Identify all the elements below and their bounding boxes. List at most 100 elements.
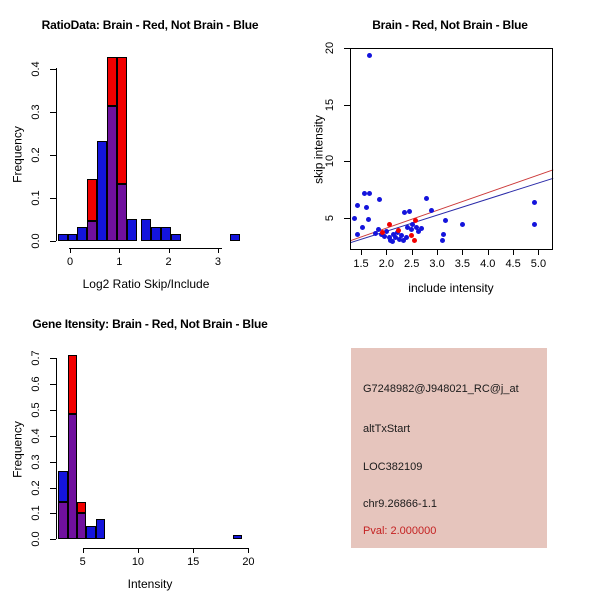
x-tick xyxy=(462,250,464,255)
hist-bar-segment-blue xyxy=(95,518,106,540)
hist-bar-segment-red xyxy=(87,178,98,221)
y-tick-label: 0.3 xyxy=(30,453,42,470)
hist-bar-segment-blue xyxy=(126,219,137,241)
x-tick xyxy=(487,250,489,255)
y-tick xyxy=(50,461,56,463)
scatter-point-blue xyxy=(363,205,369,211)
x-tick-label: 4.5 xyxy=(505,258,521,270)
x-tick-label: 0 xyxy=(66,256,74,268)
scatter-xlabel: include intensity xyxy=(408,281,494,295)
hist-bar-segment-blue xyxy=(58,470,68,502)
scatter-point-blue xyxy=(404,235,410,241)
x-tick xyxy=(386,250,388,255)
x-tick xyxy=(361,250,362,255)
x-tick-label: 3 xyxy=(214,256,221,268)
scatter-point-red xyxy=(411,238,417,244)
y-axis-line xyxy=(56,68,57,241)
x-tick xyxy=(437,250,439,255)
scatter-point-blue xyxy=(404,224,410,230)
scatter-point-blue xyxy=(443,218,449,224)
scatter-point-blue xyxy=(409,226,415,232)
hist-bar-segment-red xyxy=(116,56,127,184)
y-tick xyxy=(50,487,56,489)
scatter-point-blue xyxy=(367,190,373,196)
y-tick xyxy=(50,513,56,515)
scatter-point-red xyxy=(408,232,414,238)
y-tick xyxy=(344,47,350,49)
scatter-title: Brain - Red, Not Brain - Blue xyxy=(372,18,528,32)
x-tick xyxy=(411,250,413,255)
scatter-point-blue xyxy=(390,238,396,244)
hist-bar-segment-purple xyxy=(87,220,98,241)
y-tick-label: 0.4 xyxy=(30,428,42,444)
hist-bar-segment-blue xyxy=(97,140,107,241)
scatter-point-blue xyxy=(459,221,465,227)
hist-bar-segment-blue xyxy=(161,226,172,241)
scatter-point-blue xyxy=(439,238,445,244)
scatter-point-blue xyxy=(382,233,388,239)
y-tick xyxy=(50,197,56,199)
hist-bar-segment-purple xyxy=(116,183,127,241)
x-tick xyxy=(538,250,540,255)
x-tick-label: 20 xyxy=(242,556,255,568)
scatter-point-blue xyxy=(419,225,425,231)
locus-text: chr9.26866-1.1 xyxy=(363,498,437,510)
y-tick-label: 0.0 xyxy=(30,531,42,547)
scatter-point-blue xyxy=(355,231,361,237)
x-tick xyxy=(193,548,195,553)
x-tick-label: 4.0 xyxy=(480,258,496,270)
scatter-point-blue xyxy=(359,224,365,230)
x-tick xyxy=(168,248,170,253)
y-tick xyxy=(50,358,56,359)
hist-bar-segment-red xyxy=(76,501,87,514)
scatter-point-blue xyxy=(366,217,372,223)
hist-bar-segment-blue xyxy=(230,233,241,241)
hist-bar-segment-blue xyxy=(86,526,96,540)
y-axis-line xyxy=(56,358,57,540)
pval-text: Pval: 2.000000 xyxy=(363,525,437,537)
scatter-point-blue xyxy=(397,237,403,243)
x-tick-label: 10 xyxy=(131,556,145,568)
ratio-histogram-title: RatioData: Brain - Red, Not Brain - Blue xyxy=(41,18,259,32)
y-tick-label: 0.5 xyxy=(30,402,42,418)
hist-bar-segment-blue xyxy=(57,233,68,241)
scatter-point-blue xyxy=(390,231,396,237)
hist-bar-segment-purple xyxy=(106,106,117,241)
hist-bar-segment-purple xyxy=(67,414,77,540)
scatter-point-blue xyxy=(429,207,435,213)
x-tick-label: 5.0 xyxy=(530,258,547,270)
hist-bar-segment-blue xyxy=(232,534,243,540)
hist-bar-segment-blue xyxy=(171,233,181,241)
x-tick xyxy=(217,248,219,253)
y-tick xyxy=(344,218,350,219)
x-tick-label: 2 xyxy=(165,256,172,268)
y-tick-label: 0.6 xyxy=(30,376,42,392)
hist-bar-segment-blue xyxy=(141,219,152,241)
hist-bar-segment-purple xyxy=(76,513,87,540)
ratio-histogram-xlabel: Log2 Ratio Skip/Include xyxy=(82,277,210,291)
plot-box xyxy=(350,48,553,250)
y-tick xyxy=(50,111,56,113)
hist-bar-segment-red xyxy=(67,355,77,415)
scatter-point-blue xyxy=(406,208,412,214)
y-tick-label: 0.1 xyxy=(30,505,42,522)
scatter-point-blue xyxy=(410,222,416,228)
x-tick-label: 15 xyxy=(187,556,200,568)
y-tick xyxy=(50,435,56,437)
x-tick-label: 1 xyxy=(116,256,123,268)
hist-bar-segment-blue xyxy=(67,233,78,241)
x-axis-line xyxy=(69,248,222,249)
x-tick xyxy=(119,248,121,253)
scatter-point-blue xyxy=(399,232,405,238)
y-tick xyxy=(50,539,56,541)
hist-bar-segment-red xyxy=(106,56,117,107)
x-tick xyxy=(70,248,71,253)
y-tick xyxy=(344,104,350,106)
scatter-point-blue xyxy=(424,195,430,201)
x-tick xyxy=(137,548,139,553)
scatter-point-red xyxy=(396,227,402,233)
scatter-point-blue xyxy=(362,190,368,196)
scatter-point-blue xyxy=(440,231,446,237)
scatter-point-blue xyxy=(354,203,360,208)
